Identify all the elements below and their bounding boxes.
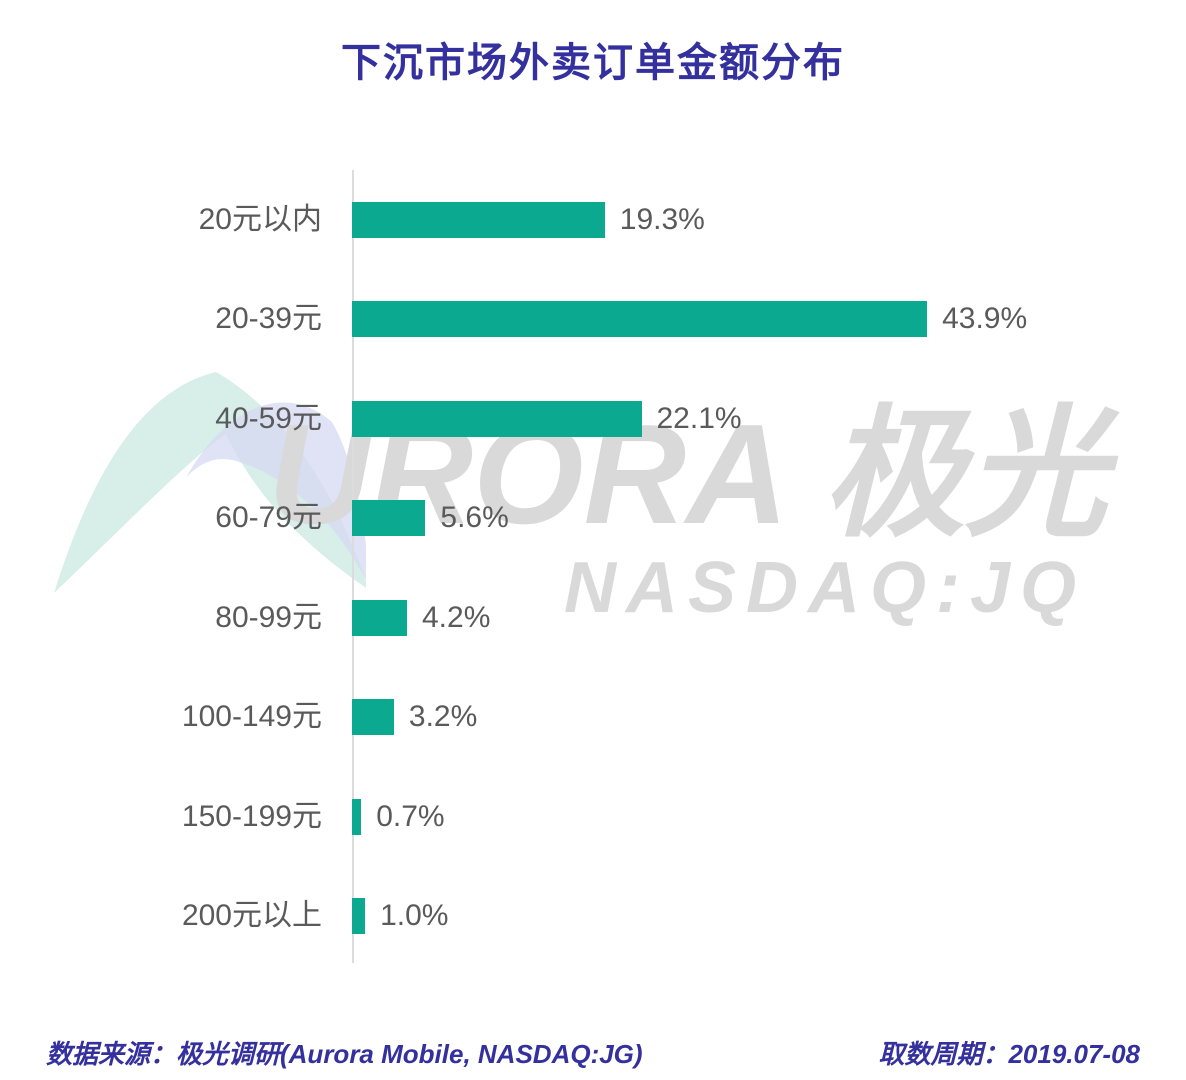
category-label: 20元以内	[198, 202, 322, 236]
chart-row: 100-149元 3.2%	[0, 668, 1186, 768]
category-label: 150-199元	[181, 799, 322, 833]
value-label: 22.1%	[656, 401, 742, 435]
bar	[352, 500, 426, 537]
value-label: 4.2%	[422, 600, 491, 634]
value-label: 1.0%	[380, 899, 449, 933]
category-label: 80-99元	[215, 600, 322, 634]
chart-row: 20元以内 19.3%	[0, 170, 1186, 270]
bar	[352, 201, 605, 238]
data-source-note: 数据来源：极光调研(Aurora Mobile, NASDAQ:JG)	[46, 1039, 643, 1069]
value-label: 5.6%	[440, 501, 509, 535]
bar	[352, 798, 362, 835]
bar	[352, 699, 394, 736]
value-label: 43.9%	[942, 302, 1028, 336]
value-label: 3.2%	[408, 700, 478, 734]
chart-row: 20-39元 43.9%	[0, 270, 1186, 370]
chart-row: 60-79元 5.6%	[0, 469, 1186, 569]
aurora-swoosh-logo-icon	[54, 372, 366, 593]
chart-row: 150-199元 0.7%	[0, 767, 1186, 867]
watermark-ticker-text: NASDAQ:JQ	[563, 548, 1086, 628]
category-label: 200元以上	[181, 899, 322, 933]
footer: 数据来源：极光调研(Aurora Mobile, NASDAQ:JG) 取数周期…	[0, 1034, 1186, 1071]
bar-rows: 20元以内 19.3% 20-39元 43.9% 40-59元 22.1% 60-79元 5.…	[0, 170, 1186, 966]
chart-title: 下沉市场外卖订单金额分布	[341, 41, 845, 85]
chart-row: 40-59元 22.1%	[0, 369, 1186, 469]
value-label: 19.3%	[619, 202, 705, 236]
y-axis-line	[352, 170, 354, 963]
category-label: 60-79元	[215, 501, 322, 535]
bar	[352, 898, 366, 935]
category-label: 40-59元	[215, 401, 322, 435]
bar	[352, 301, 928, 338]
value-label: 0.7%	[376, 799, 445, 833]
bar	[352, 599, 407, 636]
chart-row: 200元以上 1.0%	[0, 867, 1186, 967]
category-label: 20-39元	[215, 302, 322, 336]
data-period-note: 取数周期：2019.07-08	[878, 1039, 1140, 1069]
bar	[352, 400, 642, 437]
category-label: 100-149元	[181, 700, 322, 734]
chart-row: 80-99元 4.2%	[0, 568, 1186, 668]
